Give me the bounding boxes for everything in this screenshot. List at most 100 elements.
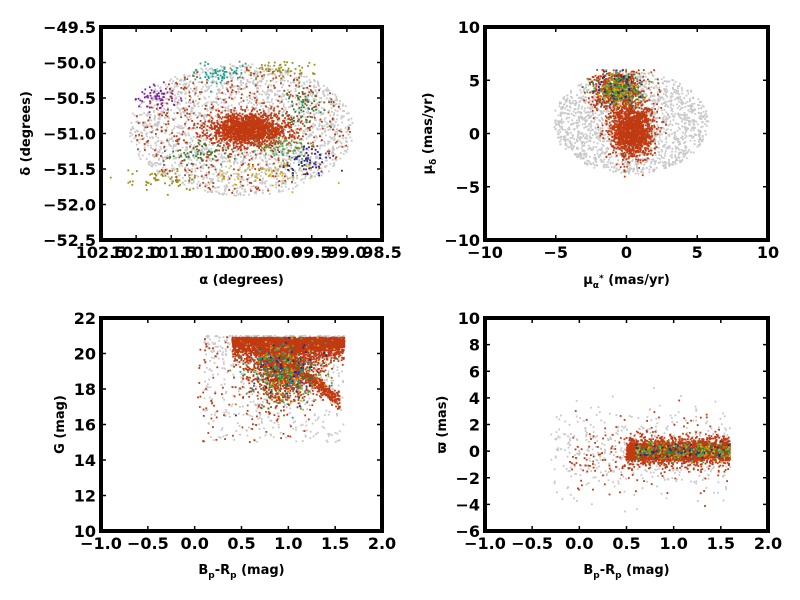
member-star-point bbox=[256, 75, 259, 77]
field-star-point bbox=[243, 170, 246, 173]
field-star-point bbox=[314, 104, 317, 107]
member-star-point bbox=[193, 122, 196, 125]
field-star-point bbox=[249, 144, 252, 146]
field-star-point bbox=[247, 102, 250, 104]
field-star-point bbox=[289, 105, 292, 108]
field-star-point bbox=[189, 141, 191, 144]
field-star-point bbox=[288, 106, 290, 109]
field-star-point bbox=[134, 131, 137, 133]
cluster-core-point bbox=[282, 128, 285, 131]
field-star-point bbox=[290, 103, 293, 106]
field-star-point bbox=[289, 163, 292, 165]
field-star-point bbox=[292, 187, 294, 190]
field-star-point bbox=[236, 78, 239, 81]
field-star-point bbox=[196, 73, 198, 75]
field-star-point bbox=[219, 175, 222, 178]
field-star-point bbox=[218, 171, 221, 173]
member-star-point bbox=[186, 141, 188, 144]
field-star-point bbox=[316, 127, 318, 130]
field-star-point bbox=[221, 110, 224, 112]
field-star-point bbox=[288, 70, 291, 73]
field-star-point bbox=[243, 190, 246, 193]
field-star-point bbox=[275, 159, 278, 161]
cluster-core-point bbox=[272, 128, 275, 131]
member-star-point bbox=[231, 192, 234, 194]
field-star-point bbox=[315, 103, 318, 106]
field-star-point bbox=[163, 156, 166, 159]
member-star-point bbox=[330, 98, 333, 101]
subgroup-point bbox=[312, 106, 315, 109]
cluster-core-point bbox=[274, 115, 276, 117]
field-star-point bbox=[339, 145, 342, 148]
member-star-point bbox=[273, 107, 275, 110]
subgroup-point bbox=[127, 169, 130, 172]
member-star-point bbox=[278, 184, 280, 187]
field-star-point bbox=[205, 80, 208, 82]
member-star-point bbox=[171, 132, 173, 135]
cluster-core-point bbox=[277, 132, 280, 135]
cluster-core-point bbox=[306, 116, 309, 118]
field-star-point bbox=[239, 88, 242, 91]
field-star-point bbox=[188, 178, 191, 180]
field-star-point bbox=[161, 152, 164, 154]
field-star-point bbox=[187, 101, 190, 104]
field-star-point bbox=[182, 176, 184, 179]
subgroup-point bbox=[194, 145, 197, 148]
field-star-point bbox=[232, 106, 235, 109]
field-star-point bbox=[247, 154, 250, 156]
field-star-point bbox=[333, 126, 335, 128]
field-star-point bbox=[324, 89, 327, 91]
field-star-point bbox=[300, 75, 303, 78]
member-star-point bbox=[210, 126, 213, 128]
cluster-core-point bbox=[260, 148, 262, 151]
subgroup-point bbox=[272, 141, 275, 144]
cluster-core-point bbox=[253, 114, 256, 117]
field-star-point bbox=[158, 118, 161, 121]
field-star-point bbox=[274, 168, 277, 170]
cluster-core-point bbox=[220, 121, 223, 123]
field-star-point bbox=[251, 167, 253, 170]
field-star-point bbox=[266, 67, 269, 69]
field-star-point bbox=[251, 166, 254, 169]
field-star-point bbox=[235, 194, 237, 197]
field-star-point bbox=[264, 111, 267, 114]
cluster-core-point bbox=[213, 128, 216, 130]
field-star-point bbox=[263, 91, 266, 94]
field-star-point bbox=[191, 140, 194, 143]
field-star-point bbox=[151, 165, 153, 168]
field-star-point bbox=[236, 190, 238, 192]
subgroup-point bbox=[168, 98, 170, 101]
field-star-point bbox=[203, 96, 206, 99]
field-star-point bbox=[291, 150, 293, 152]
field-star-point bbox=[151, 127, 154, 130]
member-star-point bbox=[245, 67, 248, 69]
subgroup-point bbox=[330, 101, 333, 103]
field-star-point bbox=[233, 150, 236, 152]
cluster-core-point bbox=[206, 135, 208, 137]
member-star-point bbox=[212, 105, 215, 108]
field-star-point bbox=[297, 124, 300, 127]
cluster-core-point bbox=[221, 134, 224, 137]
field-star-point bbox=[244, 69, 246, 72]
field-star-point bbox=[178, 174, 181, 177]
subgroup-point bbox=[154, 179, 157, 182]
subgroup-point bbox=[193, 176, 196, 179]
field-star-point bbox=[244, 157, 247, 159]
field-star-point bbox=[330, 123, 333, 125]
field-star-point bbox=[197, 81, 200, 83]
field-star-point bbox=[268, 101, 271, 104]
field-star-point bbox=[585, 133, 588, 136]
subgroup-point bbox=[313, 100, 316, 103]
field-star-point bbox=[259, 72, 262, 75]
field-star-point bbox=[206, 104, 208, 107]
field-star-point bbox=[275, 81, 278, 84]
field-star-point bbox=[189, 174, 192, 177]
field-star-point bbox=[290, 147, 293, 149]
field-star-point bbox=[240, 101, 242, 103]
member-star-point bbox=[291, 95, 294, 97]
member-star-point bbox=[222, 99, 225, 101]
cluster-core-point bbox=[299, 121, 302, 124]
field-star-point bbox=[168, 171, 171, 173]
field-star-point bbox=[145, 124, 148, 127]
